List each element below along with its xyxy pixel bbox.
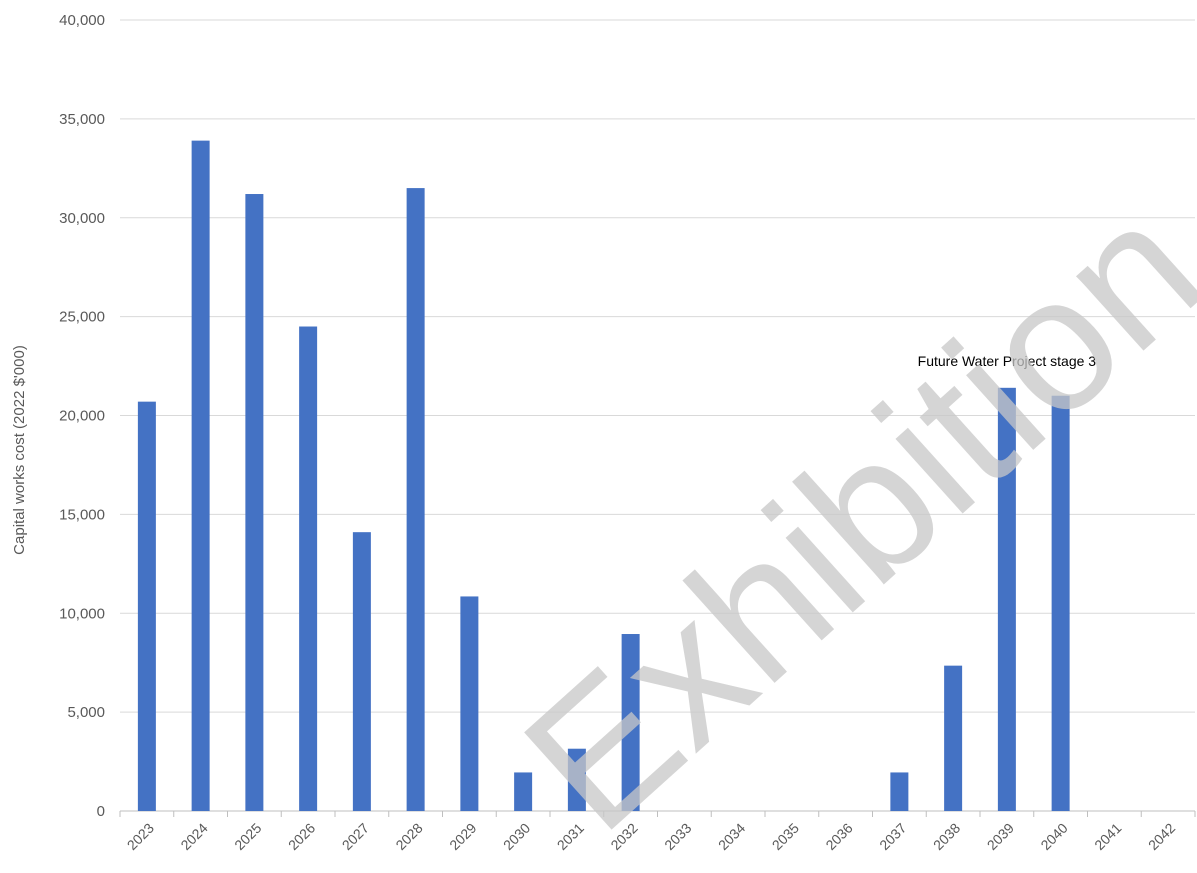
bar-2031 [567,748,586,811]
y-axis-ticks: 0 5,000 10,000 15,000 20,000 25,000 30,000 35,0… [59,12,105,820]
y-tick-label: 10,000 [59,605,105,622]
bar-2039 [997,387,1016,811]
x-tick-label-2038: 2038 [930,820,963,853]
y-tick-label: 40,000 [59,12,105,29]
bar-2025 [245,194,264,811]
x-tick-label-2026: 2026 [285,820,318,853]
x-tick-label-2031: 2031 [554,820,587,853]
x-tick-label-2028: 2028 [392,820,425,853]
bar-2029 [460,596,479,811]
x-tick-label-2030: 2030 [500,820,533,853]
bars [137,140,1070,811]
bar-2038 [944,665,963,811]
bar-2024 [191,140,210,811]
x-tick-label-2040: 2040 [1037,820,1070,853]
bar-2030 [514,772,533,811]
x-tick-label-2036: 2036 [822,820,855,853]
x-tick-label-2034: 2034 [715,820,748,853]
watermark: Exhibition [486,162,1197,871]
y-tick-label: 20,000 [59,408,105,425]
y-tick-label: 25,000 [59,309,105,326]
x-tick-label-2029: 2029 [446,820,479,853]
annotation-future-water-project: Future Water Project stage 3 [918,353,1097,369]
x-tick-label-2035: 2035 [769,820,802,853]
bar-2040 [1051,395,1070,811]
y-tick-label: 30,000 [59,210,105,227]
y-tick-label: 15,000 [59,506,105,523]
bar-2037 [890,772,909,811]
x-tick-label-2027: 2027 [339,820,372,853]
x-tick-label-2023: 2023 [124,820,157,853]
y-tick-label: 0 [97,803,105,820]
bar-2032 [621,634,640,811]
bar-2028 [406,188,425,811]
x-tick-label-2042: 2042 [1145,820,1178,853]
bar-2023 [137,401,156,811]
x-tick-label-2041: 2041 [1091,820,1124,853]
y-axis-label: Capital works cost (2022 $'000) [11,345,28,555]
bar-2026 [299,326,318,811]
bar-2027 [352,532,371,811]
y-tick-label: 35,000 [59,111,105,128]
x-tick-label-2037: 2037 [876,820,909,853]
x-tick-label-2024: 2024 [177,820,210,853]
y-tick-label: 5,000 [67,704,105,721]
x-tick-label-2025: 2025 [231,820,264,853]
x-tick-label-2039: 2039 [984,820,1017,853]
